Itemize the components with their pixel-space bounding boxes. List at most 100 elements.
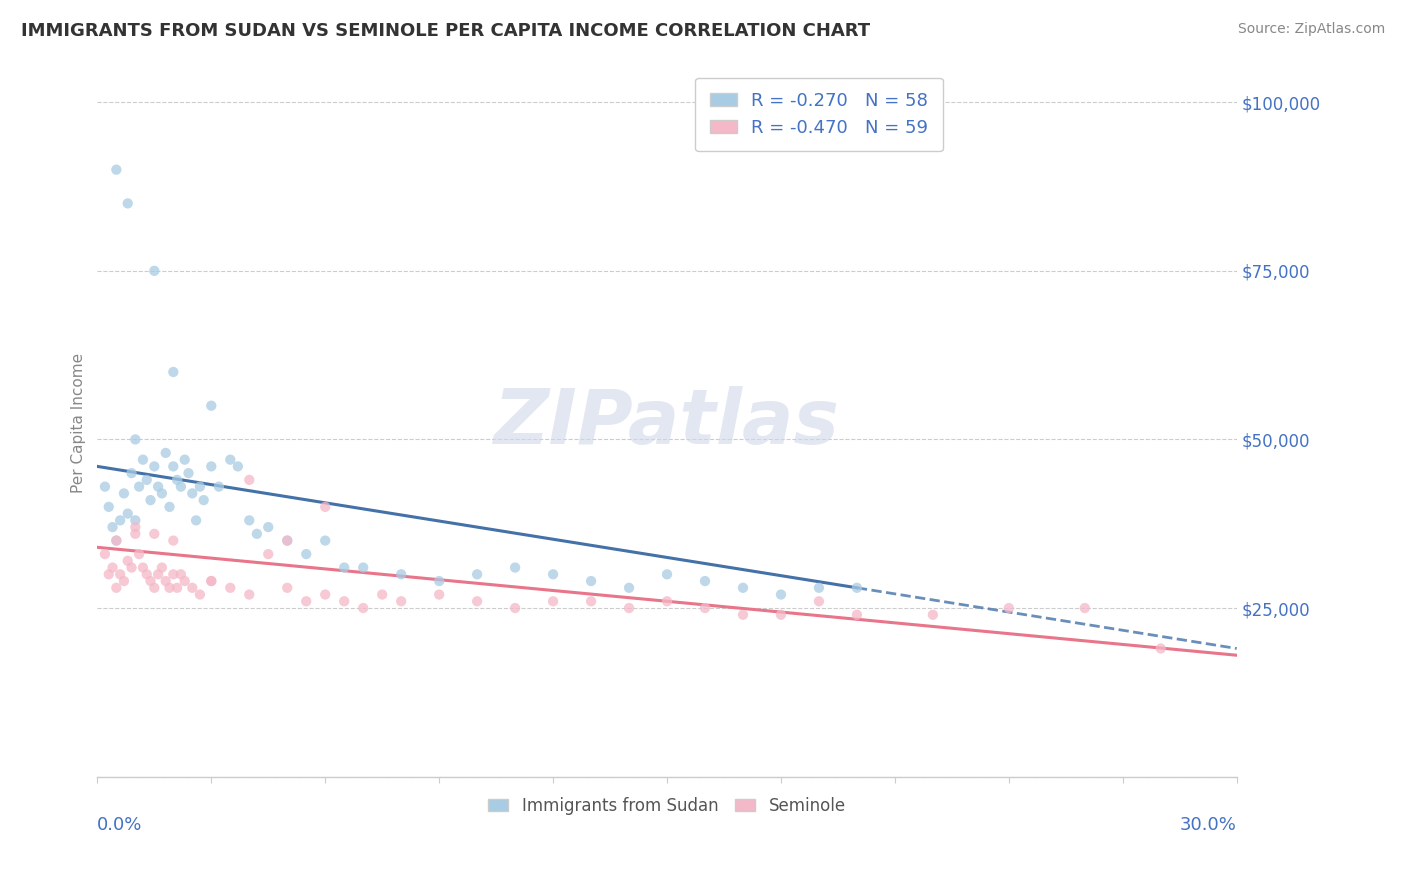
Point — [155, 446, 177, 460]
Point — [124, 520, 146, 534]
Point — [845, 581, 868, 595]
Point — [121, 560, 143, 574]
Point — [101, 560, 124, 574]
Point — [117, 554, 139, 568]
Point — [112, 574, 135, 588]
Point — [276, 581, 298, 595]
Point — [333, 560, 356, 574]
Point — [200, 574, 222, 588]
Point — [314, 588, 336, 602]
Point — [200, 459, 222, 474]
Point — [166, 581, 188, 595]
Point — [94, 547, 117, 561]
Point — [101, 520, 124, 534]
Point — [238, 513, 260, 527]
Point — [295, 547, 318, 561]
Point — [124, 433, 146, 447]
Point — [159, 500, 181, 514]
Point — [579, 574, 602, 588]
Point — [769, 607, 792, 622]
Point — [541, 567, 564, 582]
Point — [257, 547, 280, 561]
Point — [465, 594, 488, 608]
Point — [371, 588, 394, 602]
Point — [295, 594, 318, 608]
Point — [465, 567, 488, 582]
Point — [238, 588, 260, 602]
Point — [246, 526, 269, 541]
Point — [108, 567, 131, 582]
Point — [166, 473, 188, 487]
Point — [200, 574, 222, 588]
Point — [541, 594, 564, 608]
Point — [181, 581, 204, 595]
Point — [108, 513, 131, 527]
Point — [845, 607, 868, 622]
Point — [617, 601, 640, 615]
Point — [162, 365, 184, 379]
Point — [97, 567, 120, 582]
Point — [105, 533, 128, 548]
Point — [139, 493, 162, 508]
Point — [693, 574, 716, 588]
Point — [1150, 641, 1173, 656]
Point — [105, 533, 128, 548]
Point — [226, 459, 249, 474]
Point — [731, 581, 754, 595]
Point — [173, 574, 195, 588]
Point — [276, 533, 298, 548]
Point — [155, 574, 177, 588]
Point — [162, 459, 184, 474]
Point — [807, 594, 830, 608]
Point — [276, 533, 298, 548]
Point — [105, 162, 128, 177]
Point — [427, 574, 450, 588]
Point — [132, 452, 155, 467]
Point — [200, 399, 222, 413]
Point — [314, 500, 336, 514]
Point — [193, 493, 215, 508]
Point — [693, 601, 716, 615]
Point — [143, 459, 166, 474]
Point — [97, 500, 120, 514]
Point — [173, 452, 195, 467]
Point — [503, 560, 526, 574]
Text: 30.0%: 30.0% — [1180, 815, 1237, 833]
Point — [314, 533, 336, 548]
Point — [219, 452, 242, 467]
Point — [124, 526, 146, 541]
Point — [807, 581, 830, 595]
Point — [159, 581, 181, 595]
Point — [389, 594, 412, 608]
Point — [128, 480, 150, 494]
Point — [352, 560, 374, 574]
Point — [257, 520, 280, 534]
Point — [117, 507, 139, 521]
Point — [170, 567, 193, 582]
Point — [146, 480, 169, 494]
Point — [117, 196, 139, 211]
Point — [135, 567, 157, 582]
Point — [219, 581, 242, 595]
Point — [132, 560, 155, 574]
Point — [162, 567, 184, 582]
Point — [143, 581, 166, 595]
Point — [389, 567, 412, 582]
Point — [238, 473, 260, 487]
Point — [143, 264, 166, 278]
Y-axis label: Per Capita Income: Per Capita Income — [72, 352, 86, 492]
Point — [922, 607, 945, 622]
Point — [188, 480, 211, 494]
Point — [181, 486, 204, 500]
Point — [150, 560, 173, 574]
Point — [352, 601, 374, 615]
Point — [188, 588, 211, 602]
Point — [208, 480, 231, 494]
Point — [769, 588, 792, 602]
Point — [617, 581, 640, 595]
Point — [150, 486, 173, 500]
Point — [143, 526, 166, 541]
Point — [170, 480, 193, 494]
Point — [177, 466, 200, 480]
Point — [333, 594, 356, 608]
